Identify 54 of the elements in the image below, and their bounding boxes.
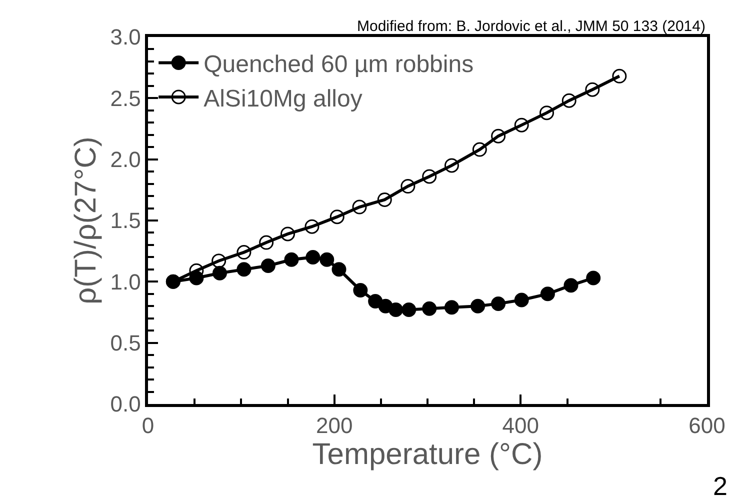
x-tick-label: 400 bbox=[502, 413, 540, 438]
point bbox=[284, 252, 299, 267]
point bbox=[259, 235, 274, 250]
point bbox=[353, 282, 368, 298]
point bbox=[562, 93, 576, 108]
text: Modified from: B. Jordovic et al., JMM 50 133 (2014) bbox=[357, 18, 706, 35]
point bbox=[470, 298, 486, 314]
y-tick-label: 3.0 bbox=[110, 24, 141, 50]
point bbox=[586, 270, 601, 286]
point bbox=[612, 68, 627, 84]
point bbox=[540, 286, 555, 302]
point bbox=[491, 128, 506, 144]
y-tick-label: 1.5 bbox=[110, 208, 141, 234]
point bbox=[400, 179, 416, 194]
point bbox=[304, 219, 320, 234]
y-tick-label: 0.5 bbox=[110, 330, 141, 356]
point bbox=[564, 278, 578, 293]
point bbox=[444, 300, 459, 315]
x-tick-label: 600 bbox=[688, 413, 726, 438]
point bbox=[260, 258, 276, 274]
point bbox=[368, 294, 383, 308]
point bbox=[212, 254, 226, 268]
point bbox=[402, 302, 416, 318]
y-tick-label: 2.0 bbox=[110, 147, 141, 172]
point bbox=[352, 200, 367, 214]
legend-label: Quenched 60 µm robbins bbox=[204, 51, 474, 78]
point bbox=[472, 142, 487, 157]
point bbox=[212, 266, 227, 280]
point bbox=[306, 250, 320, 264]
x-axis-title: Temperature (°C) bbox=[312, 438, 543, 472]
point bbox=[514, 292, 529, 308]
y-tick-label: 2.5 bbox=[110, 86, 141, 111]
point bbox=[280, 226, 295, 242]
point bbox=[514, 118, 529, 132]
y-tick-label: 1.0 bbox=[110, 269, 141, 294]
x-tick-label: 0 bbox=[142, 413, 154, 438]
point bbox=[236, 245, 252, 260]
y-axis-title: ρ(T)/ρ(27°C) bbox=[69, 136, 102, 304]
point bbox=[422, 301, 437, 316]
point bbox=[236, 262, 252, 277]
point bbox=[491, 296, 506, 311]
text: 2 bbox=[713, 471, 728, 501]
point bbox=[377, 192, 392, 207]
point bbox=[320, 252, 334, 267]
x-tick-label: 200 bbox=[316, 413, 353, 438]
point bbox=[330, 210, 344, 224]
point bbox=[422, 169, 437, 184]
point bbox=[444, 158, 459, 173]
legend-label: AlSi10Mg alloy bbox=[204, 85, 362, 112]
y-tick-label: 0.0 bbox=[110, 392, 141, 417]
point bbox=[585, 82, 600, 97]
point bbox=[332, 262, 346, 277]
point bbox=[540, 106, 554, 120]
point bbox=[388, 302, 404, 318]
